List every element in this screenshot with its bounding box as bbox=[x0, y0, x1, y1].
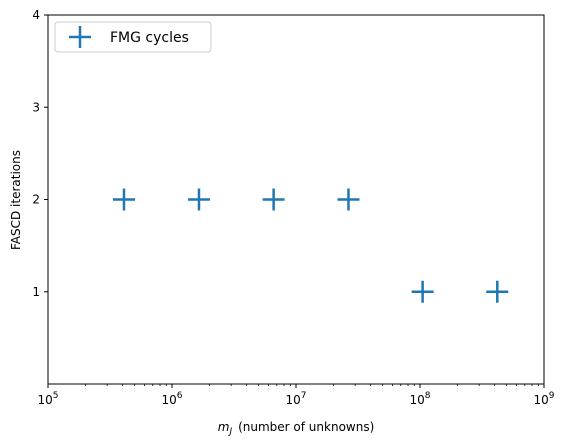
legend-box bbox=[54, 21, 212, 53]
x-tick-base: 10 bbox=[285, 393, 300, 407]
x-axis: 105 106 107 108 109 bbox=[37, 384, 555, 407]
y-axis-label: FASCD iterations bbox=[9, 150, 23, 250]
x-tick-label: 109 bbox=[533, 391, 554, 407]
data-marks bbox=[112, 188, 509, 303]
x-tick-exponent: 8 bbox=[425, 391, 431, 401]
y-tick-label: 1 bbox=[32, 285, 40, 299]
x-tick-exponent: 7 bbox=[301, 391, 307, 401]
y-tick-label: 4 bbox=[32, 8, 40, 22]
data-point bbox=[112, 188, 135, 211]
x-tick-label: 108 bbox=[409, 391, 430, 407]
x-axis-label: mJ (number of unknowns) bbox=[218, 420, 375, 437]
x-tick-base: 10 bbox=[37, 393, 52, 407]
data-point bbox=[411, 280, 434, 303]
x-tick-label: 106 bbox=[161, 391, 182, 407]
data-point bbox=[262, 188, 285, 211]
x-axis-label-text: (number of unknowns) bbox=[238, 420, 374, 434]
y-tick-label: 2 bbox=[32, 193, 40, 207]
x-tick-exponent: 6 bbox=[177, 391, 183, 401]
x-tick-label: 105 bbox=[37, 391, 58, 407]
y-tick-label: 3 bbox=[32, 100, 40, 114]
data-point bbox=[187, 188, 210, 211]
x-tick-base: 10 bbox=[161, 393, 176, 407]
x-axis-label-symbol: m bbox=[218, 420, 230, 434]
x-tick-base: 10 bbox=[533, 393, 548, 407]
legend-marker-fmg-cycles bbox=[69, 26, 91, 48]
x-axis-label-subscript: J bbox=[227, 427, 232, 437]
x-tick-exponent: 9 bbox=[549, 391, 555, 401]
x-tick-base: 10 bbox=[409, 393, 424, 407]
legend-label-fmg-cycles: FMG cycles bbox=[110, 30, 189, 46]
y-axis: 1 2 3 4 bbox=[32, 8, 48, 299]
x-tick-label: 107 bbox=[285, 391, 306, 407]
data-point bbox=[337, 188, 360, 211]
legend: FMG cycles bbox=[54, 21, 212, 53]
data-point bbox=[486, 280, 509, 303]
x-tick-exponent: 5 bbox=[53, 391, 59, 401]
